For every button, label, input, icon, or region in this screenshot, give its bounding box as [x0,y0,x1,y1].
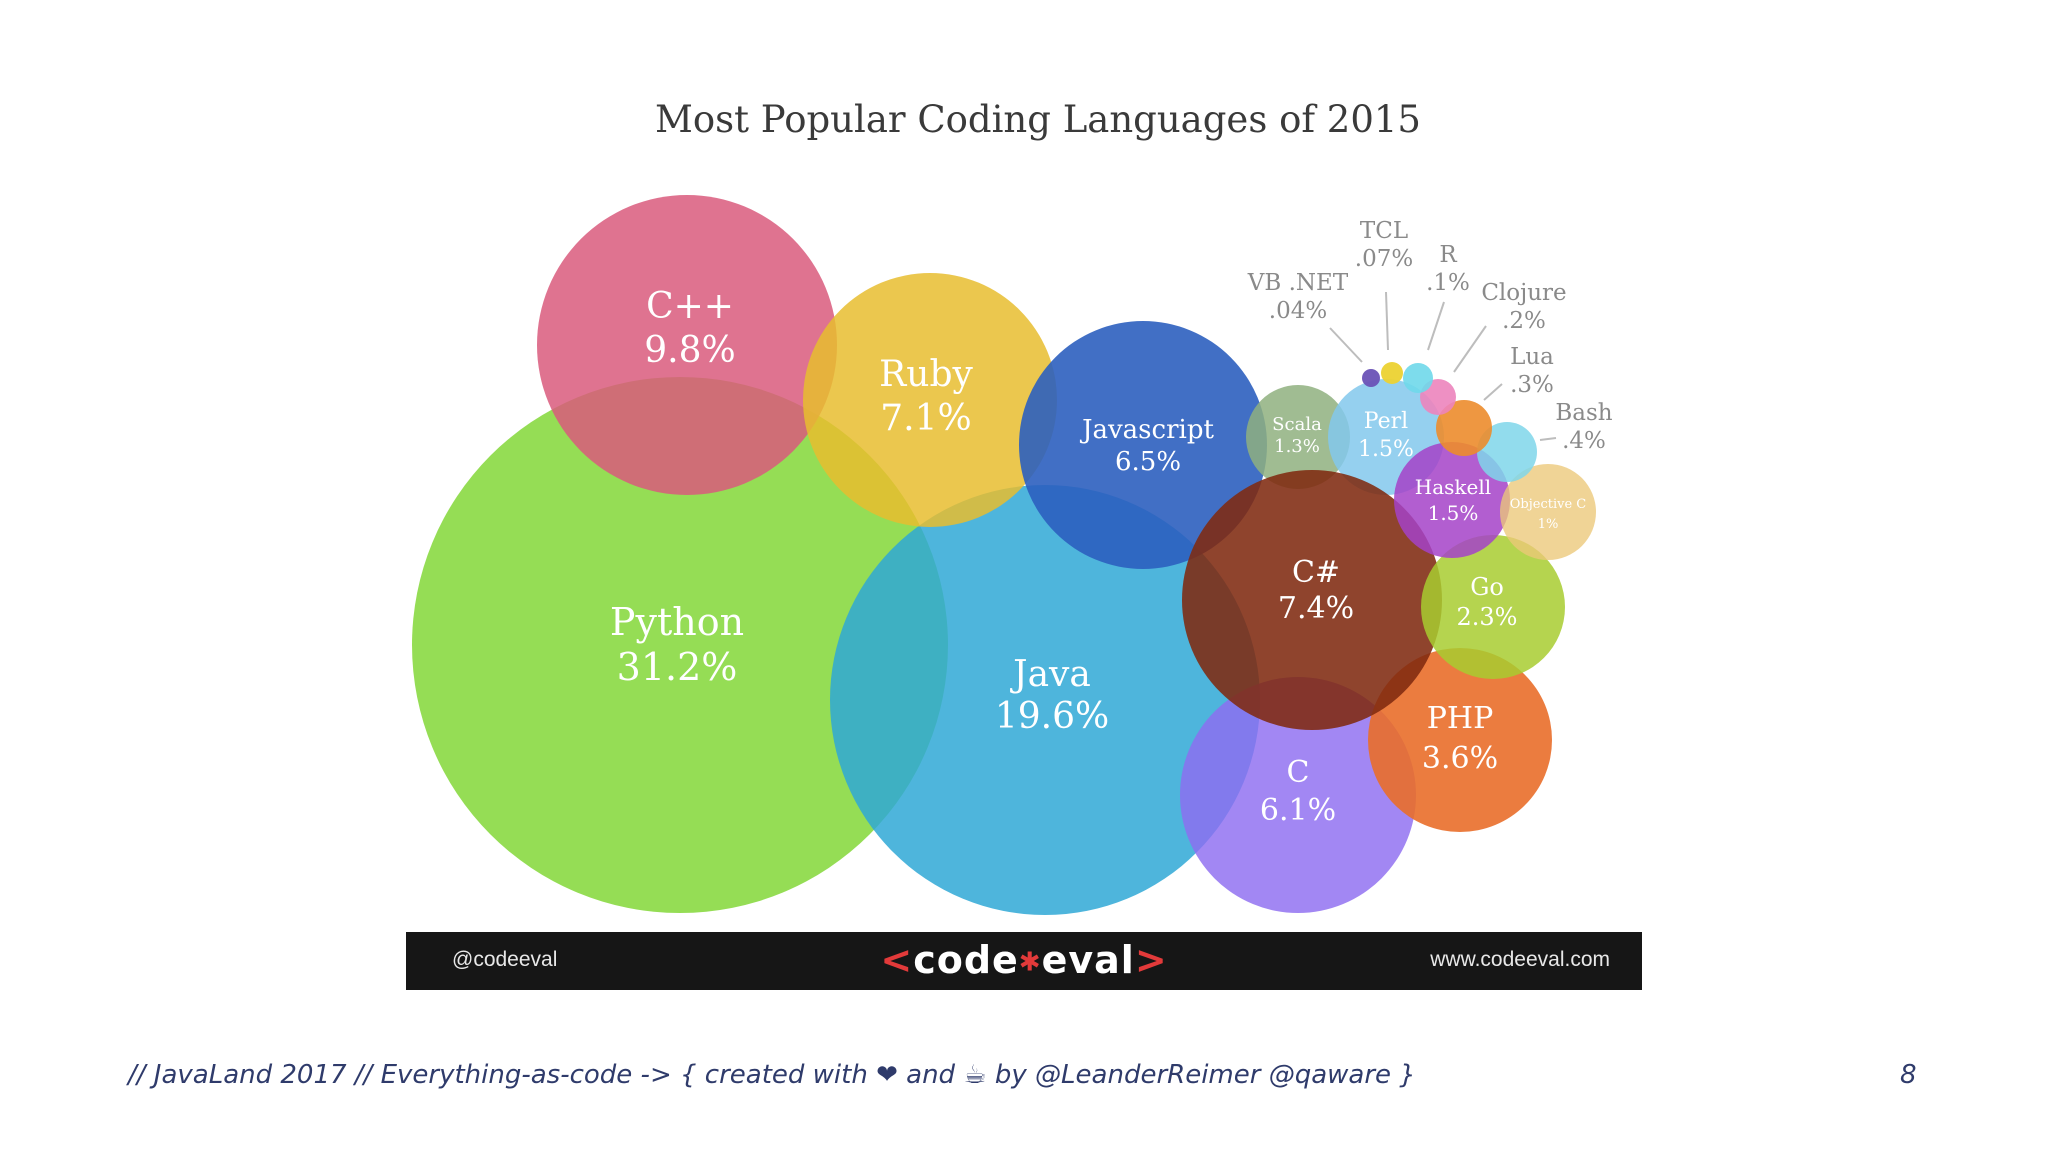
callout-line-bash [1539,437,1557,441]
logo-text-b: eval [1041,938,1135,982]
callout-value-lua: .3% [1510,372,1554,398]
bubble-name-c: C++ [646,286,734,327]
bubble-haskell [1394,442,1510,558]
callout-name-r: R [1439,242,1457,268]
page-number: 8 [1900,1060,1917,1090]
logo-text-a: code [913,938,1019,982]
callout-name-clojure: Clojure [1481,280,1566,306]
bubble-name-php: PHP [1427,701,1494,736]
callout-line-lua [1483,383,1503,401]
callout-line-clojure [1453,325,1487,373]
callout-line-tcl [1385,291,1389,351]
bubble-c [537,195,837,495]
callout-line-vb-net [1329,327,1363,363]
bubble-name-go: Go [1470,573,1504,601]
bubble-value-scala: 1.3% [1274,436,1320,457]
callout-value-tcl: .07% [1355,246,1413,272]
callout-value-r: .1% [1426,270,1470,296]
bubble-objective-c [1500,464,1596,560]
bubble-name-haskell: Haskell [1415,475,1491,499]
bubble-name-scala: Scala [1272,414,1322,435]
callout-value-bash: .4% [1562,428,1606,454]
bubble-go [1421,535,1565,679]
bubble-name-java: Java [1009,654,1091,695]
bubble-tcl [1381,362,1403,384]
bubble-java [830,485,1260,915]
bubble-scala [1246,385,1350,489]
bubble-name-perl: Perl [1364,409,1408,434]
bubble-lua [1436,400,1492,456]
callout-value-clojure: .2% [1502,308,1546,334]
bubble-r [1403,363,1433,393]
logo-bracket-right: > [1134,938,1168,982]
bubble-value-go: 2.3% [1457,603,1518,631]
bubble-python [412,377,948,913]
callout-name-lua: Lua [1510,344,1554,370]
bubble-name-c: C# [1292,555,1340,590]
bubble-value-python: 31.2% [617,645,738,689]
logo-bracket-left: < [880,938,914,982]
bubble-value-c: 9.8% [644,330,735,371]
bubble-value-c: 7.4% [1278,591,1354,626]
bubble-value-c: 6.1% [1260,793,1336,828]
bubble-javascript [1019,321,1267,569]
codeeval-logo: <code✱eval> [406,938,1642,982]
bubble-bash [1477,422,1537,482]
bubble-c [1180,677,1416,913]
banner-website: www.codeeval.com [1430,948,1610,971]
bubble-value-haskell: 1.5% [1428,501,1479,525]
codeeval-banner: @codeeval <code✱eval> www.codeeval.com [406,932,1642,990]
bubble-vb-net [1362,369,1380,387]
bubble-name-javascript: Javascript [1079,415,1214,445]
bubble-value-php: 3.6% [1422,741,1498,776]
bubble-php [1368,648,1552,832]
callout-name-tcl: TCL [1360,218,1408,244]
chart-title: Most Popular Coding Languages of 2015 [655,98,1421,141]
bubble-value-ruby: 7.1% [880,398,971,439]
bubble-c [1182,470,1442,730]
bubble-name-objective-c: Objective C [1510,497,1587,512]
callout-name-vb-net: VB .NET [1247,270,1349,296]
bubble-name-python: Python [610,600,744,644]
bubble-value-objective-c: 1% [1538,517,1559,532]
footer-text: // JavaLand 2017 // Everything-as-code -… [128,1060,1416,1090]
bubble-value-javascript: 6.5% [1115,447,1181,477]
bubble-ruby [803,273,1057,527]
callout-value-vb-net: .04% [1269,298,1327,324]
callout-line-r [1427,301,1445,351]
bubble-value-java: 19.6% [995,696,1109,737]
bubble-name-ruby: Ruby [879,354,973,395]
bubble-name-c: C [1287,755,1310,790]
banner-handle: @codeeval [452,948,558,971]
callout-name-bash: Bash [1555,400,1612,426]
logo-star-icon: ✱ [1018,947,1042,978]
bubble-value-perl: 1.5% [1358,437,1414,462]
